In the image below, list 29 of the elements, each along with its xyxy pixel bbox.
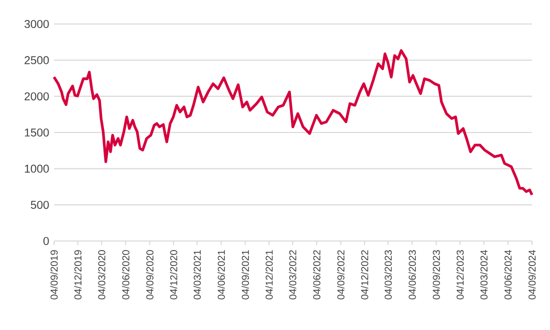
x-tick-label: 04/03/2024 (480, 250, 488, 300)
y-tick-label: 500 (30, 200, 49, 209)
x-tick-label: 04/06/2024 (504, 250, 512, 300)
x-tick-label: 04/12/2023 (456, 250, 464, 300)
x-tick-label: 04/09/2023 (432, 250, 440, 300)
x-tick-label: 04/03/2023 (384, 250, 392, 300)
x-tick-label: 04/03/2021 (193, 250, 201, 300)
line-series (52, 49, 534, 196)
x-tick-label: 04/03/2020 (98, 250, 106, 300)
y-tick-label: 3000 (24, 20, 49, 28)
y-tick-label: 2000 (24, 92, 49, 100)
x-tick-label: 04/12/2021 (265, 250, 273, 300)
y-tick-label: 2500 (24, 56, 49, 64)
y-tick-label: 0 (43, 237, 49, 246)
x-tick-label: 04/03/2022 (288, 250, 296, 300)
x-tick-label: 04/12/2020 (170, 250, 178, 300)
x-tick-label: 04/09/2019 (50, 250, 58, 300)
x-tick-label: 04/09/2020 (146, 250, 154, 300)
x-tick-label: 04/06/2022 (313, 250, 320, 300)
x-tick-label: 04/06/2023 (408, 250, 416, 300)
x-tick-label: 04/09/2021 (242, 250, 249, 300)
x-tick-label: 04/12/2019 (74, 250, 82, 300)
y-tick-label: 1500 (24, 128, 49, 137)
x-tick-label: 04/12/2022 (360, 250, 368, 300)
x-tick-label: 04/09/2022 (337, 250, 344, 300)
y-tick-label: 1000 (24, 164, 49, 173)
x-tick-label: 04/06/2021 (218, 250, 225, 300)
x-tick-label: 04/06/2020 (122, 250, 130, 300)
x-tick-label: 04/09/2024 (528, 250, 536, 300)
